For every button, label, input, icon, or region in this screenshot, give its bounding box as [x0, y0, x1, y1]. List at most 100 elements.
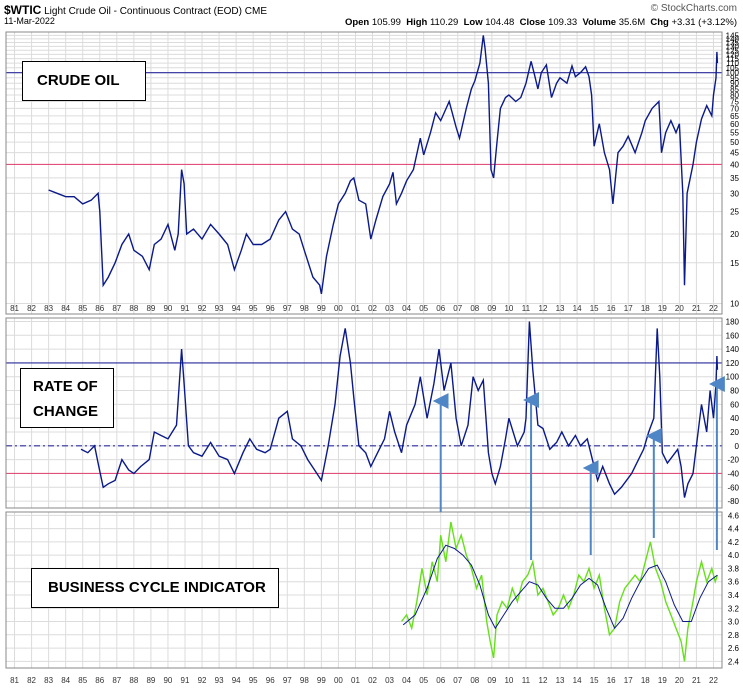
x-tick-label-bottom: 12 [539, 676, 548, 685]
x-tick-label-bottom: 02 [368, 676, 377, 685]
x-tick-label-top: 87 [112, 304, 121, 313]
y-tick-label: 20 [730, 428, 739, 437]
x-tick-label-bottom: 18 [641, 676, 650, 685]
y-tick-label: 120 [726, 359, 740, 368]
x-tick-label-bottom: 84 [61, 676, 70, 685]
y-tick-label: 30 [730, 189, 739, 198]
y-tick-label: -40 [727, 469, 739, 478]
x-tick-label-top: 88 [129, 304, 138, 313]
y-tick-label: 3.8 [728, 564, 740, 573]
grid-layer [6, 32, 722, 668]
x-tick-label-top: 89 [146, 304, 155, 313]
y-tick-label: 60 [730, 120, 739, 129]
y-tick-label: 4.6 [728, 511, 740, 520]
x-tick-label-top: 81 [10, 304, 19, 313]
x-tick-label-bottom: 99 [317, 676, 326, 685]
x-tick-label-top: 05 [419, 304, 428, 313]
x-tick-label-top: 97 [283, 304, 292, 313]
y-tick-label: 85 [730, 85, 739, 94]
y-tick-label: 60 [730, 400, 739, 409]
y-tick-label: 100 [726, 373, 740, 382]
y-tick-label: 50 [730, 138, 739, 147]
y-tick-label: 75 [730, 97, 739, 106]
y-tick-label: 45 [730, 149, 739, 158]
x-tick-label-bottom: 14 [573, 676, 582, 685]
x-tick-label-bottom: 09 [487, 676, 496, 685]
crude-oil-price-line [48, 35, 719, 295]
panel-frame [5, 511, 723, 669]
y-tick-label: 120 [726, 50, 740, 59]
chg-value: +3.31 (+3.12%) [671, 17, 738, 28]
annotation-arrows [432, 376, 725, 560]
x-tick-label-top: 13 [556, 304, 565, 313]
y-tick-label: 4.4 [728, 525, 740, 534]
description: Light Crude Oil - Continuous Contract (E… [44, 6, 242, 17]
y-tick-label: 180 [726, 317, 740, 326]
close-label: Close [519, 17, 546, 28]
y-tick-label: 140 [726, 345, 740, 354]
high-value: 110.29 [429, 17, 459, 28]
x-tick-label-top: 10 [504, 304, 513, 313]
y-tick-label: 145 [726, 31, 740, 40]
x-tick-label-top: 04 [402, 304, 411, 313]
x-tick-label-bottom: 22 [709, 676, 718, 685]
y-tick-label: 80 [730, 91, 739, 100]
watermark: © StockCharts.com [650, 3, 737, 14]
x-tick-label-top: 91 [181, 304, 190, 313]
y-tick-label: 160 [726, 331, 740, 340]
x-tick-label-bottom: 97 [283, 676, 292, 685]
x-tick-label-bottom: 17 [624, 676, 633, 685]
y-tick-label: 95 [730, 74, 739, 83]
tick-labels: 1015202530354045505560657075808590951001… [10, 31, 739, 685]
x-tick-label-top: 90 [163, 304, 172, 313]
x-tick-label-top: 09 [487, 304, 496, 313]
y-tick-label: 3.6 [728, 578, 740, 587]
quote-bar: Open 105.99 High 110.29 Low 104.48 Close… [345, 17, 737, 28]
x-tick-label-bottom: 11 [522, 676, 531, 685]
reference-lines [6, 72, 722, 475]
x-tick-label-bottom: 19 [658, 676, 667, 685]
x-tick-label-top: 22 [709, 304, 718, 313]
x-tick-label-bottom: 98 [300, 676, 309, 685]
chart-date: 11-Mar-2022 [4, 16, 55, 26]
x-tick-label-top: 14 [573, 304, 582, 313]
x-tick-label-top: 98 [300, 304, 309, 313]
high-label: High [406, 17, 428, 28]
y-tick-label: 20 [730, 230, 739, 239]
x-tick-label-top: 17 [624, 304, 633, 313]
x-tick-label-top: 07 [453, 304, 462, 313]
chg-label: Chg [650, 17, 669, 28]
y-tick-label: 55 [730, 129, 739, 138]
x-tick-label-top: 95 [249, 304, 258, 313]
open-value: 105.99 [371, 17, 401, 28]
x-tick-label-bottom: 92 [198, 676, 207, 685]
x-tick-label-bottom: 07 [453, 676, 462, 685]
x-tick-label-bottom: 04 [402, 676, 411, 685]
x-tick-label-top: 99 [317, 304, 326, 313]
x-tick-label-top: 06 [436, 304, 445, 313]
x-tick-label-bottom: 21 [692, 676, 701, 685]
x-tick-label-bottom: 01 [351, 676, 360, 685]
x-tick-label-bottom: 15 [590, 676, 599, 685]
y-tick-label: 65 [730, 112, 739, 121]
y-tick-label: 70 [730, 104, 739, 113]
volume-label: Volume [582, 17, 617, 28]
x-tick-label-bottom: 90 [163, 676, 172, 685]
x-tick-label-top: 21 [692, 304, 701, 313]
y-tick-label: 3.0 [728, 618, 740, 627]
x-tick-label-top: 03 [385, 304, 394, 313]
x-tick-label-top: 19 [658, 304, 667, 313]
y-tick-label: 3.4 [728, 591, 740, 600]
x-tick-label-top: 16 [607, 304, 616, 313]
x-tick-label-bottom: 89 [146, 676, 155, 685]
x-tick-label-top: 18 [641, 304, 650, 313]
x-tick-label-bottom: 16 [607, 676, 616, 685]
y-tick-label: 125 [726, 46, 740, 55]
x-tick-label-bottom: 00 [334, 676, 343, 685]
x-tick-label-bottom: 95 [249, 676, 258, 685]
y-tick-label: 100 [726, 69, 740, 78]
rate-of-change-line1: RATE OF [33, 378, 98, 395]
y-tick-label: 80 [730, 387, 739, 396]
bci-raw-line [400, 521, 719, 662]
y-tick-label: 40 [730, 414, 739, 423]
